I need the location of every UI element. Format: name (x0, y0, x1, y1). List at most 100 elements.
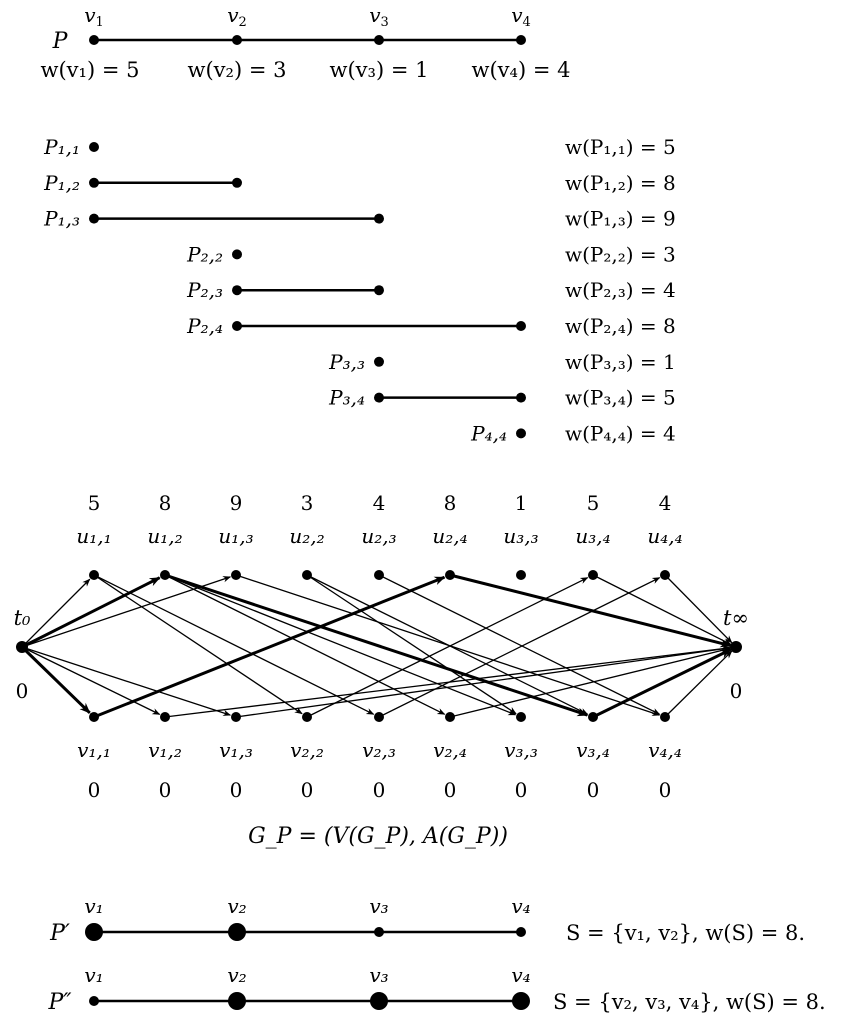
v-node-label: v₁,₃ (219, 738, 253, 762)
v-node-label: v₃,₃ (504, 738, 538, 762)
selected-vertex (85, 923, 103, 941)
graph-caption: G_P = (V(G_P), A(G_P)) (248, 824, 508, 849)
solution-path: P″ v₁ v₂ v₃ v₄ S = {v₂, v₃, v₄}, w(S) = 8. (47, 963, 825, 1015)
u-node-weight: 4 (373, 491, 386, 515)
u-node-label: u₁,₁ (76, 524, 111, 548)
v-node-weight: 0 (88, 778, 101, 802)
v-node-weight: 0 (301, 778, 314, 802)
graph-node-v5 (445, 712, 455, 722)
u-node-label: u₁,₃ (218, 524, 253, 548)
subpath-weight: w(P₁,₃) = 9 (565, 207, 676, 231)
subpath-row: P₄,₄ w(P₄,₄) = 4 (470, 421, 676, 445)
graph-node-v1 (160, 712, 170, 722)
arc (21, 578, 91, 648)
unselected-vertex (89, 996, 99, 1006)
solution-path-label: P′ (49, 921, 70, 946)
path-p-vertex-label-1: v1 (84, 3, 104, 30)
subpath-start-vertex (89, 142, 99, 152)
arc (306, 577, 589, 718)
v-node-weight: 0 (373, 778, 386, 802)
arc (21, 646, 161, 715)
path-p-label: P (52, 29, 69, 54)
subpath-weight: w(P₃,₄) = 5 (565, 386, 676, 410)
subpath-end-vertex (516, 392, 526, 403)
u-node-weight: 3 (301, 491, 314, 515)
graph-node-u6 (516, 570, 526, 580)
u-node-label: u₄,₄ (647, 524, 682, 548)
arc-bold (93, 575, 446, 719)
weight-v3: w(v₃) = 1 (330, 58, 429, 82)
path-p-vertex-label-3: v3 (369, 3, 389, 30)
graph-node-u3 (302, 570, 312, 580)
subpath-start-vertex (516, 428, 526, 439)
u-node-label: u₃,₃ (503, 524, 538, 548)
u-node-label: u₁,₂ (147, 524, 182, 548)
subpath-start-vertex (89, 177, 99, 188)
subpath-start-vertex (232, 321, 242, 331)
subpath-label: P₂,₄ (186, 314, 223, 338)
v-node-label: v₂,₂ (290, 738, 324, 762)
path-p: P v1 v2 v3 v4 w(v₁) = 5 w(v₂) = 3 w(v₃) … (41, 3, 571, 82)
graph-node-tinf (730, 641, 742, 653)
subpath-end-vertex (374, 285, 384, 296)
arc (592, 574, 732, 645)
solutions: P′ v₁ v₂ v₃ v₄ S = {v₁, v₂}, w(S) = 8. P″ v₁ v₂ v… (47, 894, 825, 1015)
subpath-label: P₁,₂ (43, 171, 80, 195)
subpath-start-vertex (232, 285, 242, 296)
u-node-label: u₂,₄ (432, 524, 467, 548)
v-node-label: v₃,₄ (576, 738, 610, 762)
graph-node-u2 (231, 570, 241, 580)
v-node-label: v₁,₂ (148, 738, 182, 762)
subpath-label: P₂,₃ (186, 278, 223, 302)
subpath-weight: w(P₂,₃) = 4 (565, 278, 676, 302)
subpath-label: P₁,₁ (43, 135, 80, 159)
subpath-end-vertex (374, 213, 384, 224)
u-node-weight: 1 (515, 491, 528, 515)
arc-bold (20, 645, 91, 714)
solution-vertex-label: v₄ (511, 894, 530, 918)
arc (306, 574, 517, 715)
solution-vertex-label: v₃ (369, 894, 388, 918)
arc (378, 574, 661, 715)
selected-vertex (512, 992, 530, 1010)
v-node-label: v₂,₃ (362, 738, 396, 762)
source-weight: 0 (16, 679, 29, 703)
unselected-vertex (516, 927, 526, 937)
v-node-weight: 0 (587, 778, 600, 802)
path-p-vertex-1 (89, 35, 99, 45)
solution-path-label: P″ (47, 990, 72, 1015)
v-node-weight: 0 (659, 778, 672, 802)
arc-bold (164, 573, 589, 717)
subpaths-list: P₁,₁ w(P₁,₁) = 5 P₁,₂ w(P₁,₂) = 8 P₁,₃ w(P₁,₃… (43, 135, 676, 445)
source-label: t₀ (14, 606, 31, 630)
unselected-vertex (374, 927, 384, 937)
subpath-row: P₁,₂ w(P₁,₂) = 8 (43, 171, 676, 195)
graph-node-v6 (516, 712, 526, 722)
graph-nodes (16, 570, 742, 722)
weight-v1: w(v₁) = 5 (41, 58, 140, 82)
v-node-label: v₄,₄ (648, 738, 682, 762)
v-node-weight: 0 (515, 778, 528, 802)
graph-node-u7 (588, 570, 598, 580)
subpath-row: P₁,₁ w(P₁,₁) = 5 (43, 135, 676, 159)
v-node-weight: 0 (159, 778, 172, 802)
graph-node-u5 (445, 570, 455, 580)
solution-formula: S = {v₁, v₂}, w(S) = 8. (566, 921, 805, 945)
subpath-row: P₃,₄ w(P₃,₄) = 5 (328, 386, 676, 410)
graph-node-v0 (89, 712, 99, 722)
graph-gp: 5 u₁,₁ 8 u₁,₂ 9 u₁,₃ 3 u₂,₂ 4 u₂,₃ 8 u₂,₄ 1 u₃,₃ 5 u₃,₄… (14, 491, 749, 802)
v-node-label: v₂,₄ (433, 738, 467, 762)
arc (664, 650, 733, 718)
graph-node-u8 (660, 570, 670, 580)
graph-arcs (20, 573, 733, 719)
subpath-start-vertex (232, 249, 242, 260)
subpath-weight: w(P₁,₂) = 8 (565, 171, 676, 195)
subpath-row: P₂,₄ w(P₂,₄) = 8 (186, 314, 676, 338)
sink-weight: 0 (730, 679, 743, 703)
graph-node-v2 (231, 712, 241, 722)
arc (235, 645, 731, 718)
u-node-weight: 8 (159, 491, 172, 515)
subpath-label: P₃,₃ (328, 350, 365, 374)
v-node-weight: 0 (230, 778, 243, 802)
